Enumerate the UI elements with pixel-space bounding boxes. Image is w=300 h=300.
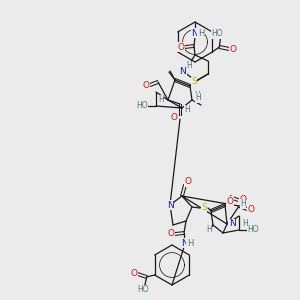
Text: N: N <box>180 68 186 76</box>
Text: H: H <box>158 95 164 104</box>
Text: O: O <box>226 196 233 206</box>
Text: H: H <box>198 28 204 38</box>
Text: HO: HO <box>212 29 223 38</box>
Text: H: H <box>195 94 201 103</box>
Text: O: O <box>130 269 137 278</box>
Text: H: H <box>242 218 248 227</box>
Text: HO: HO <box>137 286 148 295</box>
Text: O: O <box>248 205 254 214</box>
Text: O: O <box>184 178 191 187</box>
Text: N: N <box>181 238 188 247</box>
Text: H: H <box>194 92 200 100</box>
Text: O: O <box>230 44 237 53</box>
Text: H: H <box>187 238 193 247</box>
Text: N: N <box>192 28 198 38</box>
Text: HO: HO <box>136 101 148 110</box>
Text: O: O <box>142 80 149 89</box>
Text: HO: HO <box>247 226 259 235</box>
Text: H: H <box>184 106 190 115</box>
Text: N: N <box>167 200 173 209</box>
Text: O: O <box>170 113 178 122</box>
Text: S: S <box>191 77 197 86</box>
Text: S: S <box>201 203 207 212</box>
Text: O: O <box>239 196 247 205</box>
Text: H: H <box>240 200 246 208</box>
Text: O: O <box>178 43 184 52</box>
Text: H: H <box>186 61 192 70</box>
Text: O: O <box>167 230 175 238</box>
Text: N: N <box>229 220 236 229</box>
Text: H: H <box>206 224 212 233</box>
